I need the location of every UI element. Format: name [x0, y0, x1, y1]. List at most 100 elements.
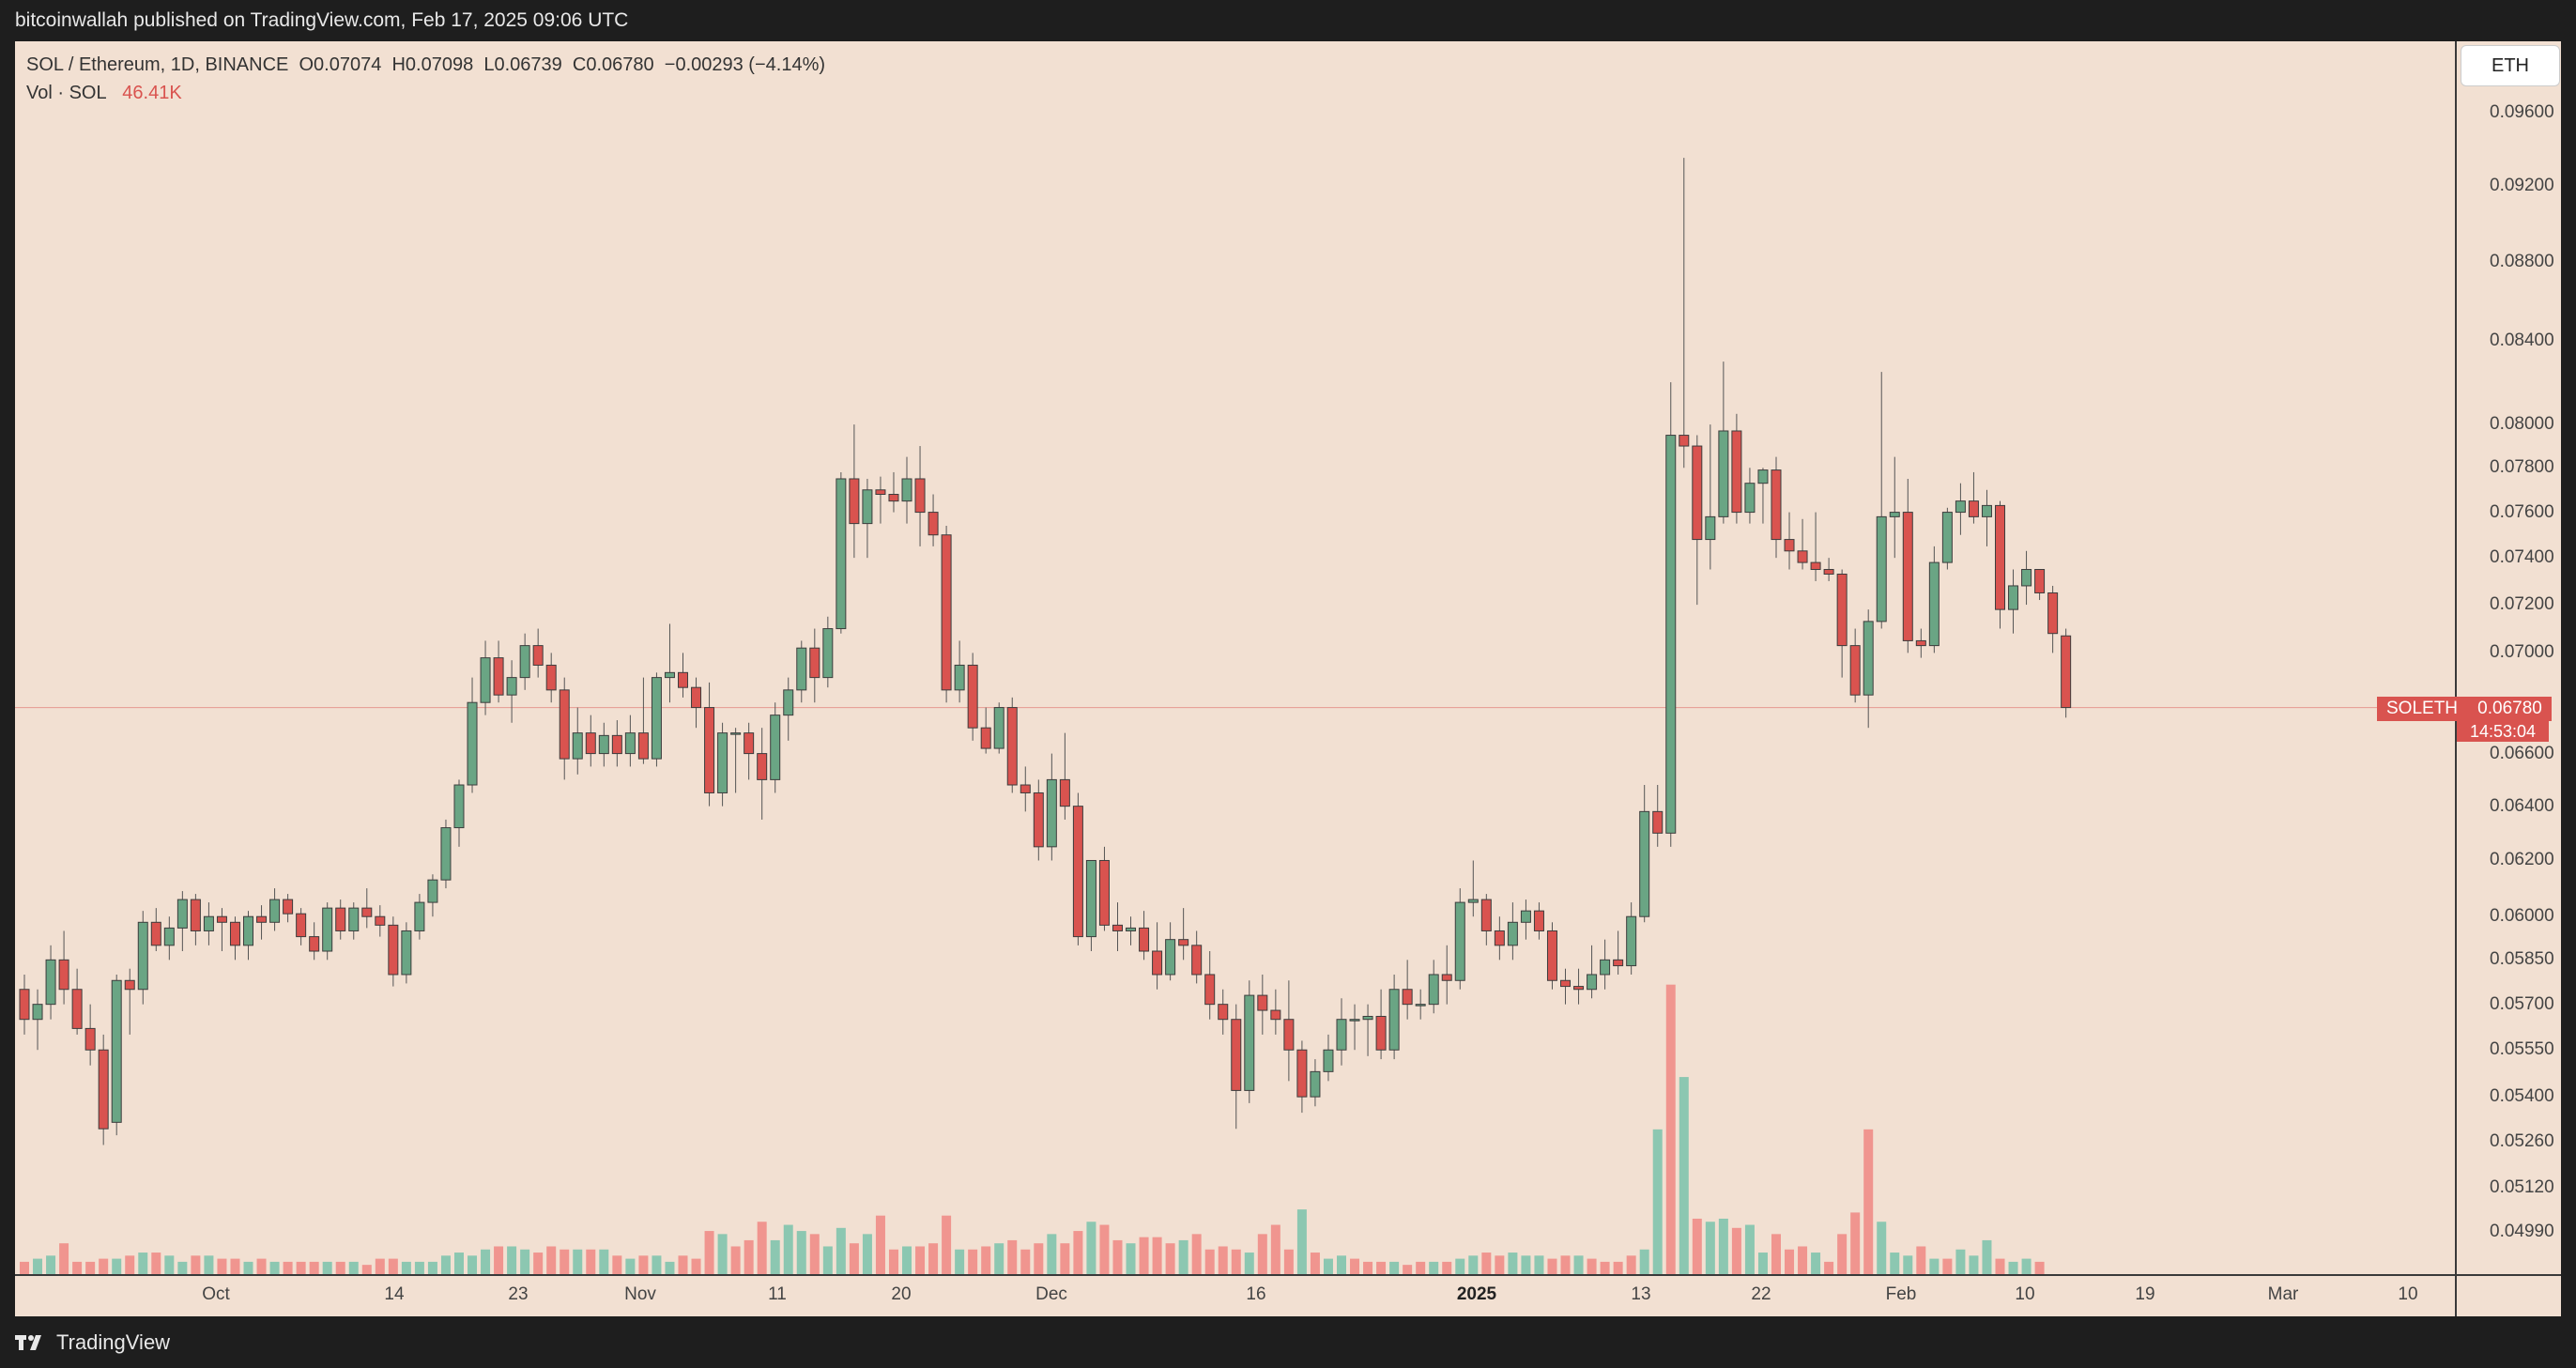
volume-bar [59, 1243, 69, 1274]
candle-body [1388, 989, 1400, 1051]
candle-body [809, 647, 820, 679]
legend-vol-value: 46.41K [122, 83, 182, 103]
candle-body [229, 921, 240, 946]
volume-bar [1652, 1129, 1663, 1274]
volume-bar [836, 1227, 846, 1274]
candle-body [150, 921, 161, 946]
volume-bar [796, 1231, 806, 1274]
legend-symbol: SOL / Ethereum, 1D, BINANCE [26, 54, 289, 75]
publish-header-text: bitcoinwallah published on TradingView.c… [15, 9, 629, 31]
volume-bar [427, 1261, 437, 1274]
candle-body [1941, 512, 1953, 563]
x-tick-label: 22 [1751, 1284, 1771, 1304]
x-tick-label: 10 [2015, 1284, 2035, 1304]
volume-bar [177, 1261, 188, 1274]
candle-body [1757, 469, 1769, 484]
volume-bar [1850, 1212, 1861, 1274]
candle-body [1546, 930, 1557, 981]
chart-area[interactable] [15, 41, 2561, 1316]
volume-bar [164, 1255, 175, 1274]
candle-body [559, 689, 570, 760]
volume-bar [1744, 1224, 1755, 1274]
candle-body [1375, 1015, 1387, 1051]
x-tick-label: 14 [384, 1284, 405, 1304]
volume-bar [1126, 1243, 1136, 1274]
candle-body [375, 915, 386, 926]
volume-bar [1495, 1255, 1505, 1274]
volume-bar [388, 1258, 398, 1274]
candle-body [71, 989, 83, 1029]
volume-bar [468, 1255, 478, 1274]
volume-bar [1877, 1222, 1887, 1274]
candle-body [1731, 430, 1742, 514]
candle-body [1296, 1049, 1308, 1098]
volume-bar [1995, 1258, 2005, 1274]
candle-body [1784, 539, 1795, 552]
volume-bar [1152, 1237, 1162, 1274]
candle-body [637, 732, 649, 760]
y-tick-label: 0.06000 [2490, 906, 2554, 927]
candle-body [309, 936, 320, 952]
volume-bar [1086, 1222, 1096, 1274]
candle-body [124, 979, 135, 991]
y-tick-label: 0.08000 [2490, 414, 2554, 435]
y-tick-label: 0.09600 [2490, 102, 2554, 122]
candle-body [730, 732, 742, 735]
volume-bar [783, 1224, 793, 1274]
candle-body [1402, 989, 1413, 1006]
candle-body [1336, 1019, 1347, 1051]
volume-bar [981, 1246, 991, 1274]
volume-bar [612, 1255, 622, 1274]
volume-bar [1323, 1258, 1333, 1274]
volume-bar [414, 1261, 424, 1274]
volume-bar [902, 1246, 912, 1274]
candle-body [1191, 945, 1203, 976]
candle-body [256, 915, 268, 923]
candle-body [1231, 1019, 1242, 1091]
volume-bar [2034, 1261, 2045, 1274]
tradingview-logo[interactable]: TradingView [0, 1330, 170, 1355]
volume-bar [243, 1261, 253, 1274]
volume-bar [125, 1255, 135, 1274]
y-tick-label: 0.05400 [2490, 1086, 2554, 1107]
volume-bar [1824, 1261, 1834, 1274]
volume-bar [453, 1253, 464, 1274]
candle-body [1889, 512, 1900, 517]
volume-bar [1099, 1224, 1110, 1274]
volume-bar [348, 1261, 359, 1274]
volume-bar [375, 1258, 385, 1274]
candle-body [1441, 974, 1452, 981]
candle-body [1915, 639, 1926, 647]
candle-body [717, 732, 728, 793]
x-tick-label: 2025 [1456, 1284, 1497, 1304]
candle-body [1902, 512, 1913, 641]
legend-change: −0.00293 (−4.14%) [664, 54, 826, 75]
volume-bar [1403, 1265, 1413, 1274]
candle-body [440, 827, 452, 881]
candle-body [1928, 561, 1940, 647]
candle-body [1112, 924, 1123, 931]
volume-bar [875, 1215, 885, 1274]
candle-body [1665, 435, 1677, 834]
volume-bar [546, 1246, 557, 1274]
candle-body [1467, 899, 1479, 903]
volume-bar [1811, 1253, 1821, 1274]
volume-bar [1337, 1255, 1346, 1274]
candle-body [1823, 569, 1834, 575]
volume-bar [1073, 1231, 1083, 1274]
candle-body [1059, 778, 1070, 807]
candle-body [19, 989, 30, 1021]
candle-body [1152, 950, 1163, 976]
candle-body [888, 494, 899, 502]
candle-body [283, 899, 294, 915]
volume-bar [33, 1258, 43, 1274]
y-tick-label: 0.07600 [2490, 501, 2554, 522]
volume-bar [1376, 1261, 1387, 1274]
volume-bar [520, 1249, 530, 1274]
candle-body [980, 727, 991, 749]
volume-bar [638, 1255, 649, 1274]
volume-bar [1587, 1258, 1597, 1274]
currency-button[interactable]: ETH [2461, 45, 2560, 86]
volume-bar [586, 1249, 596, 1274]
candle-body [757, 753, 768, 780]
